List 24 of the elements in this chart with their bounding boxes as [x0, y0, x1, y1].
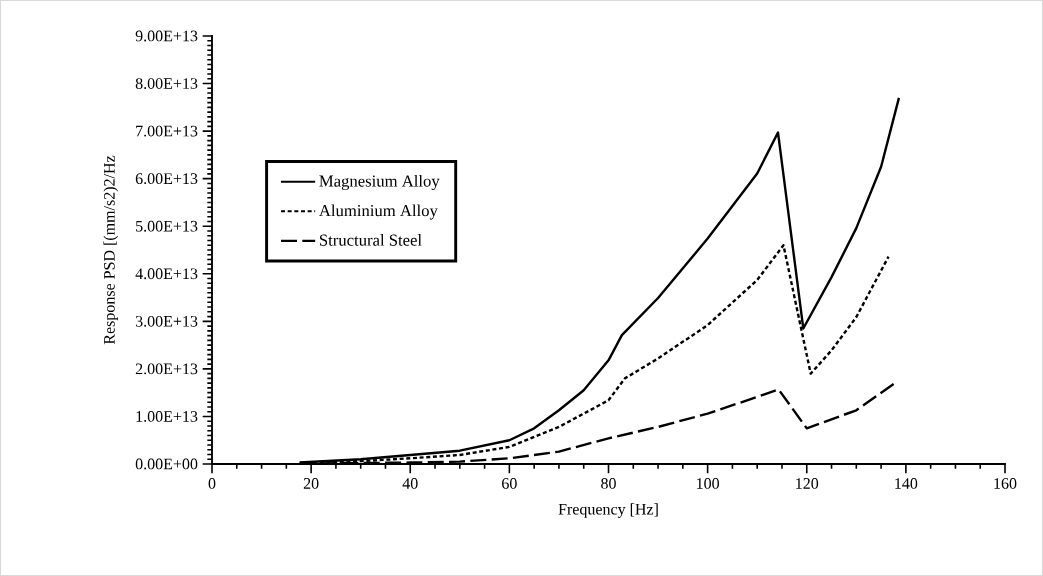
y-tick-label: 0.00E+00 [135, 458, 198, 470]
y-tick-label: 5.00E+13 [136, 220, 198, 232]
x-tick-label: 80 [601, 478, 616, 489]
x-axis-title: Frequency [Hz] [558, 503, 658, 518]
y-tick-label: 9.00E+13 [135, 30, 198, 42]
x-tick-label: 140 [895, 478, 918, 489]
y-tick-label: 1.00E+13 [136, 411, 198, 422]
y-tick-label: 2.00E+13 [135, 363, 198, 375]
legend-label: Magnesium Alloy [319, 174, 440, 191]
x-tick-label: 20 [303, 478, 319, 489]
legend-label: Structural Steel [319, 234, 422, 246]
x-tick-label: 100 [697, 478, 720, 489]
legend-label: Aluminium Alloy [319, 204, 438, 220]
y-axis-title: Response PSD [(mm/s2)2/Hz [103, 155, 119, 345]
x-tick-label: 60 [502, 478, 517, 489]
x-tick-label: 0 [208, 478, 216, 489]
x-tick-label: 160 [994, 478, 1017, 489]
y-tick-label: 3.00E+13 [135, 315, 198, 327]
x-tick-label: 40 [402, 478, 418, 489]
x-tick-label: 120 [796, 478, 819, 489]
y-tick-label: 8.00E+13 [135, 78, 198, 89]
y-tick-label: 4.00E+13 [135, 268, 198, 280]
y-tick-label: 7.00E+13 [136, 125, 198, 137]
y-tick-label: 6.00E+13 [135, 173, 198, 185]
